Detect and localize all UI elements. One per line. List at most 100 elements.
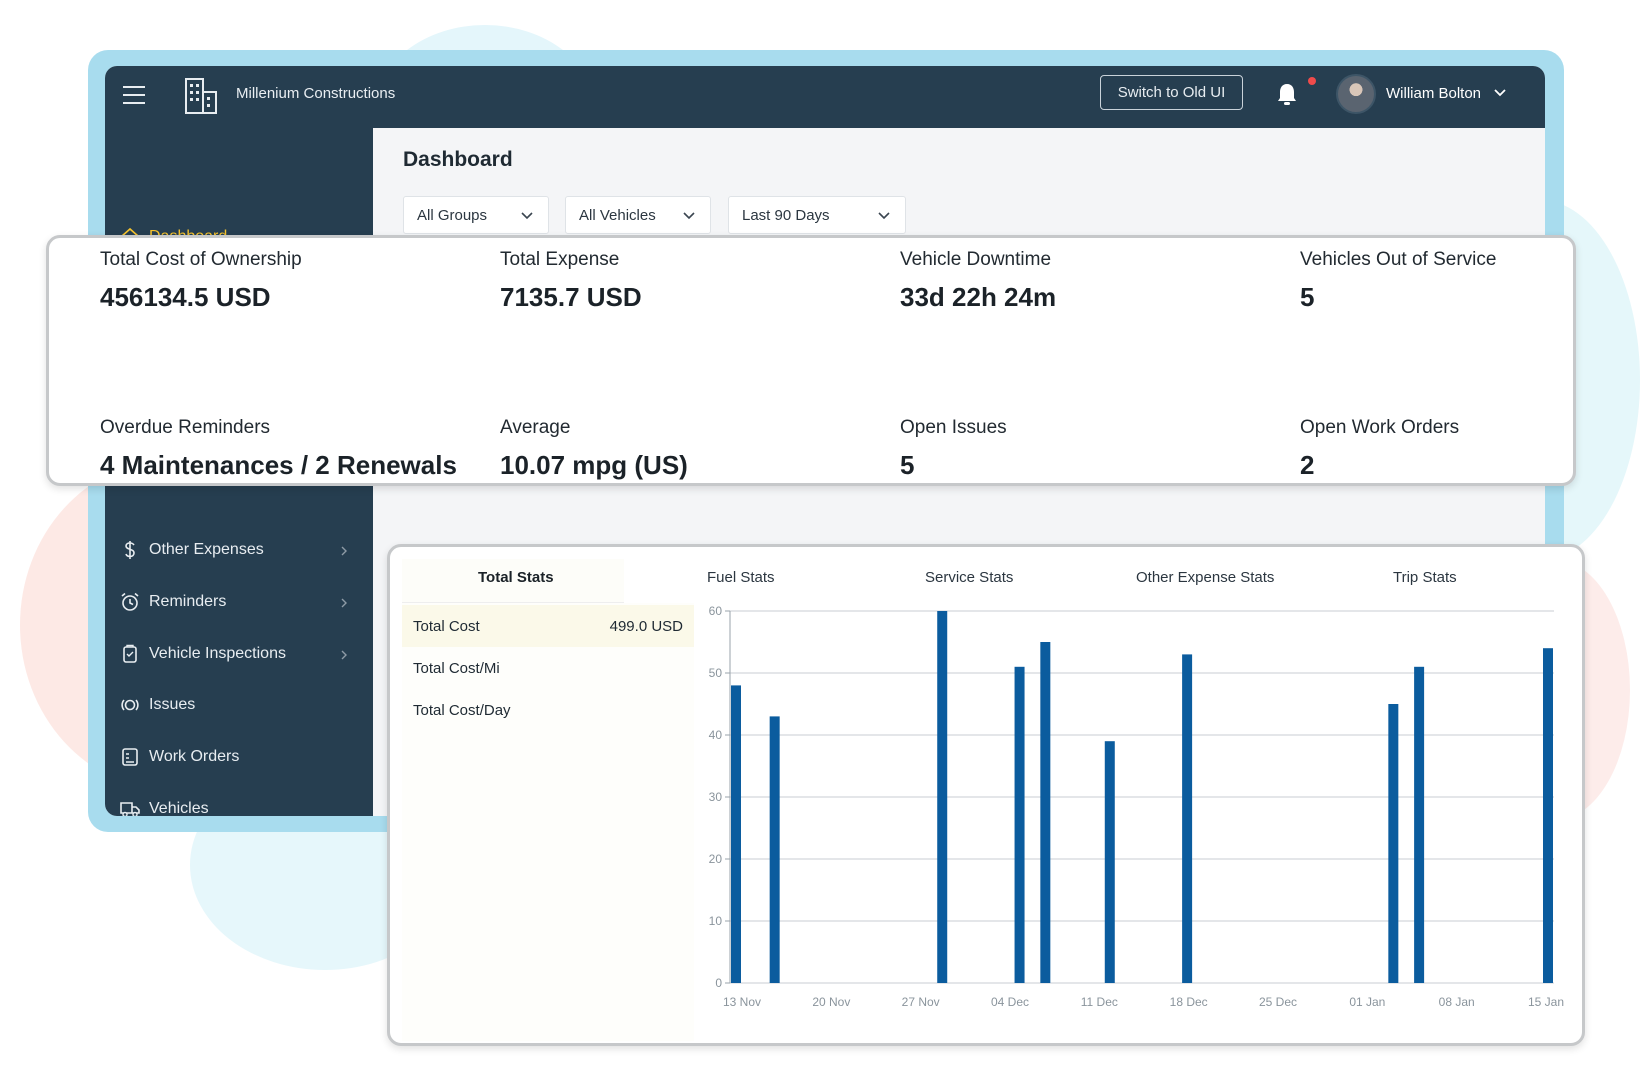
chart-bar[interactable] xyxy=(1414,666,1425,983)
metric-open-work-orders: Open Work Orders 2 xyxy=(1300,417,1640,481)
tab-other-expense-stats[interactable]: Other Expense Stats xyxy=(1136,569,1275,586)
x-tick-label: 11 Dec xyxy=(1081,995,1118,1009)
metric-label: Open Issues xyxy=(900,417,1007,438)
page-title: Dashboard xyxy=(403,148,513,171)
metric-label: Vehicle Downtime xyxy=(900,249,1052,270)
y-tick-label: 0 xyxy=(715,976,722,990)
metric-average-fuel-economy: Average 10.07 mpg (US) xyxy=(500,417,860,481)
filter-value: All Groups xyxy=(417,207,488,224)
chart-bar[interactable] xyxy=(1182,654,1193,983)
chart-bar[interactable] xyxy=(1104,741,1115,983)
avatar[interactable] xyxy=(1336,74,1376,114)
stats-row-total-cost: Total Cost 499.0 USD xyxy=(402,605,694,647)
stats-summary-panel xyxy=(402,603,694,1041)
x-tick-label: 01 Jan xyxy=(1349,995,1385,1009)
stats-label: Total Cost xyxy=(413,618,480,635)
user-name[interactable]: William Bolton xyxy=(1386,85,1482,102)
chart-bar[interactable] xyxy=(937,611,948,983)
bell-icon[interactable] xyxy=(1276,82,1298,106)
chevron-right-icon xyxy=(341,598,347,608)
metric-overdue-reminders: Overdue Reminders 4 Maintenances / 2 Ren… xyxy=(100,417,490,481)
stats-row-total-cost-per-mile: Total Cost/Mi xyxy=(402,647,694,689)
metric-label: Vehicles Out of Service xyxy=(1300,249,1497,270)
chart-bar[interactable] xyxy=(769,716,780,983)
stats-row-total-cost-per-day: Total Cost/Day xyxy=(402,689,694,731)
sidebar-item-issues[interactable]: Issues xyxy=(105,686,373,726)
menu-icon[interactable] xyxy=(123,86,145,106)
building-logo-icon xyxy=(185,78,217,114)
sidebar-item-label: Issues xyxy=(149,696,196,713)
sidebar-item-reminders[interactable]: Reminders xyxy=(105,583,373,623)
metric-value: 2 xyxy=(1300,450,1315,480)
metric-label: Total Expense xyxy=(500,249,620,270)
x-tick-label: 25 Dec xyxy=(1259,995,1297,1009)
chart-bar[interactable] xyxy=(1014,666,1025,983)
alarm-clock-icon xyxy=(121,592,139,611)
sidebar-item-other-expenses[interactable]: Other Expenses xyxy=(105,531,373,571)
x-tick-label: 15 Jan xyxy=(1528,995,1564,1009)
stats-card: Total Stats Fuel Stats Service Stats Oth… xyxy=(387,544,1585,1046)
chevron-down-icon[interactable] xyxy=(1493,86,1507,100)
sidebar-item-vehicle-inspections[interactable]: Vehicle Inspections xyxy=(105,635,373,675)
metric-label: Total Cost of Ownership xyxy=(100,249,302,270)
metric-total-cost-of-ownership: Total Cost of Ownership 456134.5 USD xyxy=(100,249,460,313)
tab-total-stats[interactable]: Total Stats xyxy=(478,569,554,586)
chart-bar[interactable] xyxy=(1388,704,1399,983)
tab-fuel-stats[interactable]: Fuel Stats xyxy=(707,569,775,586)
tab-trip-stats[interactable]: Trip Stats xyxy=(1393,569,1457,586)
chevron-down-icon xyxy=(878,212,890,220)
y-tick-label: 10 xyxy=(709,914,723,928)
chart-bar[interactable] xyxy=(1040,642,1051,983)
stats-label: Total Cost/Day xyxy=(413,702,511,719)
metric-value: 7135.7 USD xyxy=(500,282,642,312)
metric-value: 5 xyxy=(1300,282,1315,312)
metric-value: 5 xyxy=(900,450,915,480)
date-range-select[interactable]: Last 90 Days xyxy=(728,196,906,234)
sidebar-item-label: Work Orders xyxy=(149,748,240,765)
chevron-down-icon xyxy=(521,212,533,220)
metrics-card: Total Cost of Ownership 456134.5 USD Tot… xyxy=(46,235,1576,486)
filter-value: Last 90 Days xyxy=(742,207,830,224)
truck-icon xyxy=(120,802,140,816)
y-tick-label: 50 xyxy=(709,666,723,680)
metric-value: 10.07 mpg (US) xyxy=(500,450,688,480)
group-filter-select[interactable]: All Groups xyxy=(403,196,549,234)
x-tick-label: 13 Nov xyxy=(723,995,761,1009)
company-name: Millenium Constructions xyxy=(236,85,396,102)
metric-label: Average xyxy=(500,417,571,438)
sidebar-item-label: Reminders xyxy=(149,593,227,610)
work-order-icon xyxy=(122,748,138,766)
metric-label: Overdue Reminders xyxy=(100,417,271,438)
x-tick-label: 27 Nov xyxy=(902,995,940,1009)
topbar: Millenium Constructions Switch to Old UI… xyxy=(105,66,1545,128)
cost-bar-chart: 0 10 20 30 40 50 60 13 Nov 20 Nov 27 Nov 04 Dec 11 … xyxy=(709,604,1564,1009)
chart-bar[interactable] xyxy=(1543,648,1553,983)
chevron-down-icon xyxy=(683,212,695,220)
y-tick-label: 60 xyxy=(709,604,723,618)
switch-to-old-ui-button[interactable]: Switch to Old UI xyxy=(1100,75,1243,110)
metric-total-expense: Total Expense 7135.7 USD xyxy=(500,249,860,313)
filter-value: All Vehicles xyxy=(579,207,656,224)
metric-value: 456134.5 USD xyxy=(100,282,271,312)
metric-vehicles-out-of-service: Vehicles Out of Service 5 xyxy=(1300,249,1640,313)
sidebar-item-label: Vehicles xyxy=(149,800,209,816)
clipboard-icon xyxy=(123,644,137,663)
chart-bar[interactable] xyxy=(731,685,741,983)
sidebar-item-vehicles[interactable]: Vehicles xyxy=(105,790,373,816)
metric-label: Open Work Orders xyxy=(1300,417,1460,438)
stats-label: Total Cost/Mi xyxy=(413,660,500,677)
stats-value: 499.0 USD xyxy=(609,618,683,635)
vehicle-filter-select[interactable]: All Vehicles xyxy=(565,196,711,234)
dollar-icon xyxy=(125,541,135,559)
sidebar-item-work-orders[interactable]: Work Orders xyxy=(105,738,373,778)
active-tab-background xyxy=(402,559,624,603)
chevron-right-icon xyxy=(341,650,347,660)
metric-value: 4 Maintenances / 2 Renewals xyxy=(100,450,457,480)
notification-dot xyxy=(1308,77,1316,85)
y-tick-label: 30 xyxy=(709,790,723,804)
metric-value: 33d 22h 24m xyxy=(900,282,1057,312)
x-tick-label: 08 Jan xyxy=(1439,995,1475,1009)
tab-service-stats[interactable]: Service Stats xyxy=(925,569,1014,586)
metric-open-issues: Open Issues 5 xyxy=(900,417,1260,481)
